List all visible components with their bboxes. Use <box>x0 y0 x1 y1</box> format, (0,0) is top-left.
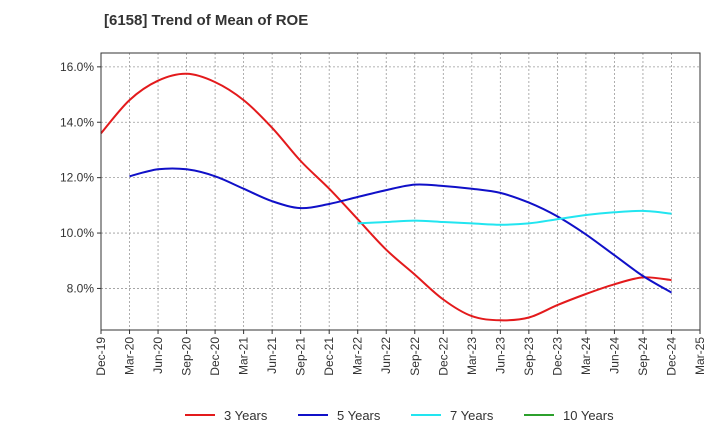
legend-label: 5 Years <box>337 408 381 423</box>
x-tick-label: Dec-24 <box>664 337 678 376</box>
series-line-7-years <box>357 209 672 226</box>
x-axis-ticks: Dec-19 Mar-20 Jun-20 Sep-20 Dec-20 Mar-21 Jun-… <box>94 330 707 376</box>
series-line-3-years <box>100 72 672 322</box>
legend-label: 10 Years <box>563 408 614 423</box>
x-tick-label: Mar-25 <box>693 337 707 375</box>
legend-label: 3 Years <box>224 408 268 423</box>
y-tick-label: 16.0% <box>60 60 94 74</box>
series-lines <box>100 72 673 322</box>
plot-frame <box>100 52 701 331</box>
x-tick-label: Sep-24 <box>636 337 650 376</box>
x-tick-label: Jun-22 <box>379 337 393 374</box>
x-tick-label: Sep-20 <box>180 337 194 376</box>
x-tick-label: Jun-20 <box>151 337 165 374</box>
grid <box>100 53 701 330</box>
x-tick-label: Jun-24 <box>607 337 621 374</box>
x-tick-label: Mar-20 <box>123 337 137 375</box>
y-tick-label: 8.0% <box>67 281 95 295</box>
x-tick-label: Dec-22 <box>436 337 450 376</box>
x-tick-label: Sep-23 <box>522 337 536 376</box>
y-tick-label: 14.0% <box>60 115 94 129</box>
x-tick-label: Dec-23 <box>550 337 564 376</box>
x-tick-label: Mar-21 <box>237 337 251 375</box>
x-tick-label: Dec-20 <box>208 337 222 376</box>
x-tick-label: Dec-21 <box>322 337 336 376</box>
x-tick-label: Sep-21 <box>294 337 308 376</box>
x-tick-label: Sep-22 <box>408 337 422 376</box>
legend-label: 7 Years <box>450 408 494 423</box>
x-tick-label: Mar-24 <box>579 337 593 375</box>
x-tick-label: Jun-21 <box>265 337 279 374</box>
x-tick-label: Jun-23 <box>493 337 507 374</box>
legend: 3 Years 5 Years 7 Years 10 Years <box>185 408 614 423</box>
x-tick-label: Mar-22 <box>351 337 365 375</box>
chart-title: [6158] Trend of Mean of ROE <box>104 12 309 29</box>
y-tick-label: 10.0% <box>60 226 94 240</box>
y-tick-label: 12.0% <box>60 171 94 185</box>
series-line-5-years <box>129 167 673 294</box>
x-tick-label: Mar-23 <box>465 337 479 375</box>
y-axis-ticks: 8.0% 10.0% 12.0% 14.0% 16.0% <box>60 60 101 295</box>
x-tick-label: Dec-19 <box>94 337 108 376</box>
